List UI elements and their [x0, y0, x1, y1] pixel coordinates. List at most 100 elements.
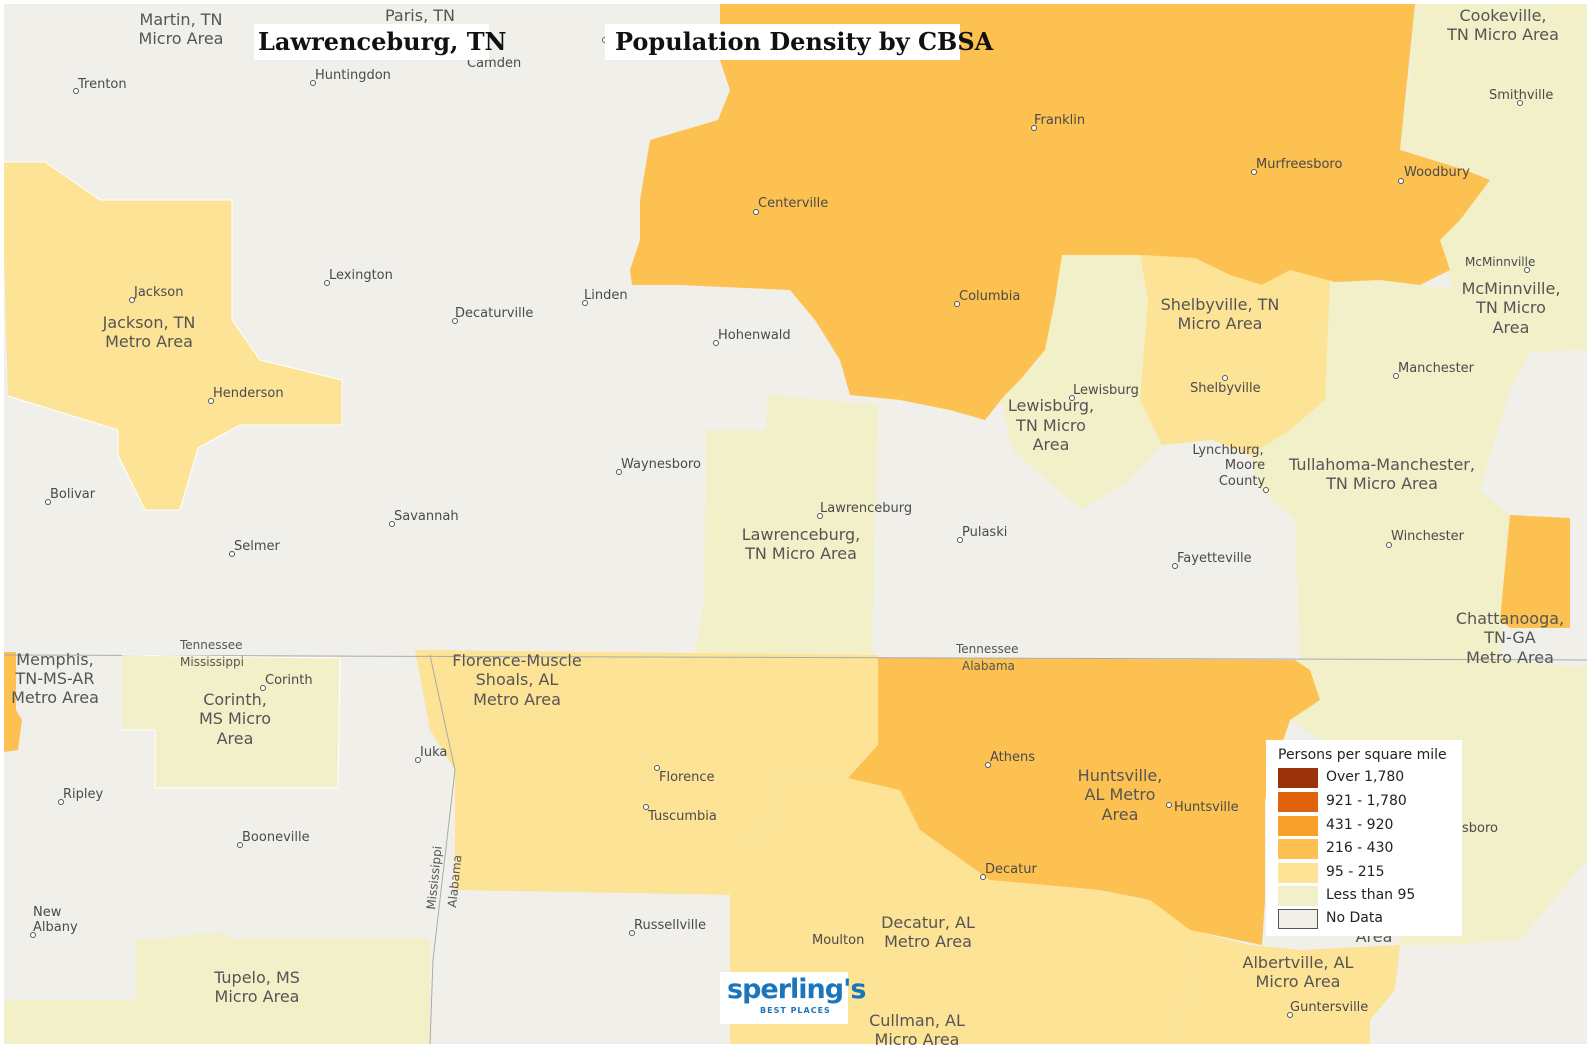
logo-wordmark: sperling's	[727, 974, 866, 1005]
city-label-henderson: Henderson	[213, 386, 284, 401]
city-marker	[1222, 375, 1228, 381]
florence-label: Florence-Muscle Shoals, AL Metro Area	[452, 651, 581, 709]
city-marker	[58, 799, 64, 805]
legend-swatch	[1278, 863, 1318, 883]
logo-tagline: BEST PLACES	[760, 1006, 831, 1015]
city-marker	[817, 513, 823, 519]
lewisburg-label: Lewisburg, TN Micro Area	[1008, 396, 1094, 454]
tullahoma-label: Tullahoma-Manchester, TN Micro Area	[1288, 455, 1475, 493]
city-label-pulaski: Pulaski	[962, 525, 1007, 540]
city-marker	[260, 685, 266, 691]
legend-title: Persons per square mile	[1278, 747, 1447, 763]
city-marker	[129, 297, 135, 303]
city-marker	[1386, 542, 1392, 548]
map-title: Population Density by CBSA	[615, 27, 994, 56]
lewisburg-region	[1000, 250, 1162, 510]
cookeville-region	[1400, 4, 1587, 190]
city-label-huntingdon: Huntingdon	[315, 68, 391, 83]
city-label-centerville: Centerville	[758, 196, 828, 211]
city-marker	[208, 398, 214, 404]
city-label-guntersville: Guntersville	[1290, 1000, 1368, 1015]
city-label-new-albany: New Albany	[33, 905, 78, 935]
city-marker	[1517, 100, 1523, 106]
city-label-decaturville: Decaturville	[455, 306, 533, 321]
city-label-woodbury: Woodbury	[1404, 165, 1470, 180]
tupelo-region	[4, 932, 430, 1044]
city-label-lewisburg: Lewisburg	[1073, 383, 1139, 398]
city-label-waynesboro: Waynesboro	[621, 457, 701, 472]
legend-swatch	[1278, 909, 1318, 929]
martin-label: Martin, TN Micro Area	[139, 10, 224, 48]
city-label-columbia: Columbia	[959, 289, 1020, 304]
city-label-athens: Athens	[990, 750, 1035, 765]
legend-swatch	[1278, 816, 1318, 836]
city-marker	[1251, 169, 1257, 175]
huntsville-region	[848, 658, 1320, 945]
city-label-murfreesboro: Murfreesboro	[1256, 157, 1342, 172]
tullahoma-manchester-region	[1250, 260, 1530, 660]
city-label-florence: Florence	[659, 770, 715, 785]
city-marker	[957, 537, 963, 543]
city-marker	[1172, 563, 1178, 569]
city-marker	[753, 209, 759, 215]
city-marker	[1263, 487, 1269, 493]
city-marker	[1393, 373, 1399, 379]
chattanooga-label: Chattanooga, TN-GA Metro Area	[1456, 609, 1564, 667]
state-label-tn-ms: Tennessee Mississippi	[179, 638, 244, 669]
city-label-booneville: Booneville	[242, 830, 310, 845]
city-marker	[616, 469, 622, 475]
city-marker	[30, 932, 36, 938]
city-label-corinth: Corinth	[265, 673, 313, 688]
memphis-region	[4, 652, 22, 752]
city-marker	[1524, 267, 1530, 273]
sperlings-logo[interactable]: sperling's BEST PLACES	[720, 972, 866, 1024]
city-marker	[310, 80, 316, 86]
city-marker	[73, 88, 79, 94]
legend-swatch	[1278, 768, 1318, 788]
city-label-huntsville: Huntsville	[1174, 800, 1239, 815]
city-label-winchester: Winchester	[1391, 529, 1465, 544]
city-marker	[1166, 802, 1172, 808]
state-label-ms: Mississippi	[424, 845, 445, 910]
albertville-label: Albertville, AL Micro Area	[1243, 953, 1354, 991]
city-label-moulton: Moulton	[812, 933, 864, 948]
city-label-manchester: Manchester	[1398, 361, 1475, 376]
city-marker	[980, 874, 986, 880]
city-marker	[629, 930, 635, 936]
state-border-ms-al	[429, 654, 456, 1045]
city-label-franklin: Franklin	[1034, 113, 1085, 128]
legend-swatch	[1278, 839, 1318, 859]
albertville-region	[1180, 930, 1400, 1044]
city-label-lynchburg: Lynchburg, Moore County	[1192, 443, 1265, 489]
city-label-tuscumbia: Tuscumbia	[647, 809, 717, 824]
corinth-label: Corinth, MS Micro Area	[199, 690, 271, 748]
city-marker	[582, 300, 588, 306]
nashville-region	[630, 4, 1490, 420]
city-label-trenton: Trenton	[77, 77, 127, 92]
city-label-lexington: Lexington	[329, 268, 393, 283]
city-label-jackson: Jackson	[133, 285, 183, 300]
city-label-decatur: Decatur	[985, 862, 1037, 877]
huntsville-label: Huntsville, AL Metro Area	[1078, 766, 1163, 824]
city-marker	[1031, 125, 1037, 131]
city-marker	[643, 804, 649, 810]
city-label-ripley: Ripley	[63, 787, 104, 802]
jackson-region	[4, 162, 342, 510]
city-label-lawrenceburg: Lawrenceburg	[820, 501, 912, 516]
jackson-metro-label: Jackson, TN Metro Area	[102, 313, 196, 351]
chattanooga-region	[1500, 515, 1570, 628]
city-label-russellville: Russellville	[634, 918, 706, 933]
title-right-box: Population Density by CBSA	[605, 24, 993, 60]
city-marker	[229, 551, 235, 557]
cookeville-label: Cookeville, TN Micro Area	[1446, 6, 1559, 44]
legend-swatch	[1278, 792, 1318, 812]
shelbyville-label: Shelbyville, TN Micro Area	[1161, 295, 1280, 333]
city-label-smithville: Smithville	[1489, 88, 1553, 103]
city-label-mcminnville: McMinnville	[1465, 255, 1535, 269]
city-marker	[1287, 1012, 1293, 1018]
memphis-label: Memphis, TN-MS-AR Metro Area	[11, 650, 99, 707]
city-marker	[1069, 395, 1075, 401]
city-label-fayetteville: Fayetteville	[1177, 551, 1252, 566]
city-markers	[30, 37, 1530, 1018]
city-marker	[452, 318, 458, 324]
